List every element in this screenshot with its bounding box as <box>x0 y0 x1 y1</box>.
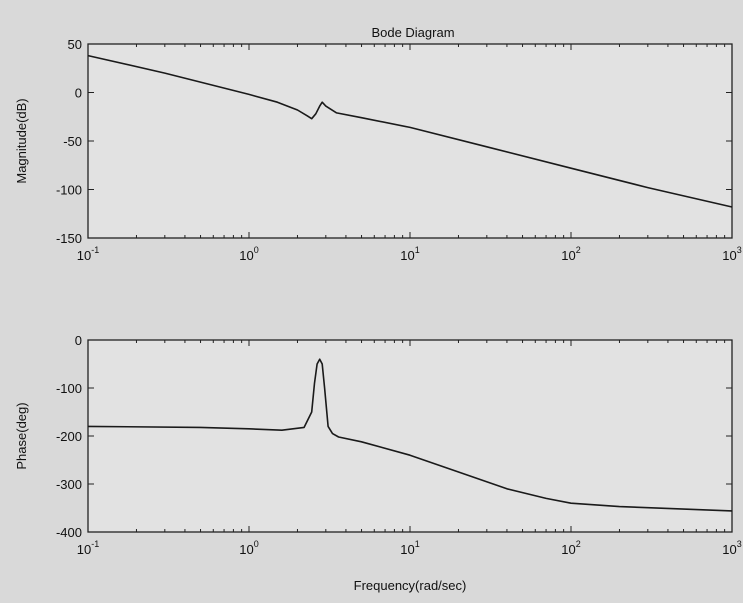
magnitude-y-tick-label: -100 <box>56 183 82 198</box>
phase-x-tick-label: 102 <box>561 539 580 557</box>
phase-x-tick-label: 103 <box>722 539 741 557</box>
phase-x-tick-label: 101 <box>400 539 419 557</box>
magnitude-y-tick-label: -50 <box>63 134 82 149</box>
phase-y-tick-label: 0 <box>75 333 82 348</box>
phase-y-tick-label: -400 <box>56 525 82 540</box>
magnitude-axes-frame <box>87 43 733 239</box>
magnitude-x-tick-label: 103 <box>722 245 741 263</box>
magnitude-x-tick-label: 100 <box>239 245 258 263</box>
magnitude-curve <box>87 54 733 208</box>
phase-y-tick-label: -300 <box>56 477 82 492</box>
phase-y-tick-label: -200 <box>56 429 82 444</box>
magnitude-x-tick-label: 10-1 <box>77 245 99 263</box>
chart-title: Bode Diagram <box>371 25 454 40</box>
phase-x-tick-label: 10-1 <box>77 539 99 557</box>
phase-curve <box>87 358 733 512</box>
magnitude-x-tick-label: 102 <box>561 245 580 263</box>
x-axis-label: Frequency(rad/sec) <box>354 578 467 593</box>
magnitude-x-tick-label: 101 <box>400 245 419 263</box>
phase-y-axis-label: Phase(deg) <box>14 402 29 469</box>
phase-x-tick-label: 100 <box>239 539 258 557</box>
magnitude-y-tick-label: 0 <box>75 86 82 101</box>
phase-y-tick-label: -100 <box>56 381 82 396</box>
magnitude-y-tick-label: -150 <box>56 231 82 246</box>
magnitude-y-tick-label: 50 <box>68 37 82 52</box>
magnitude-y-axis-label: Magnitude(dB) <box>14 98 29 183</box>
phase-axes-frame <box>87 339 733 533</box>
